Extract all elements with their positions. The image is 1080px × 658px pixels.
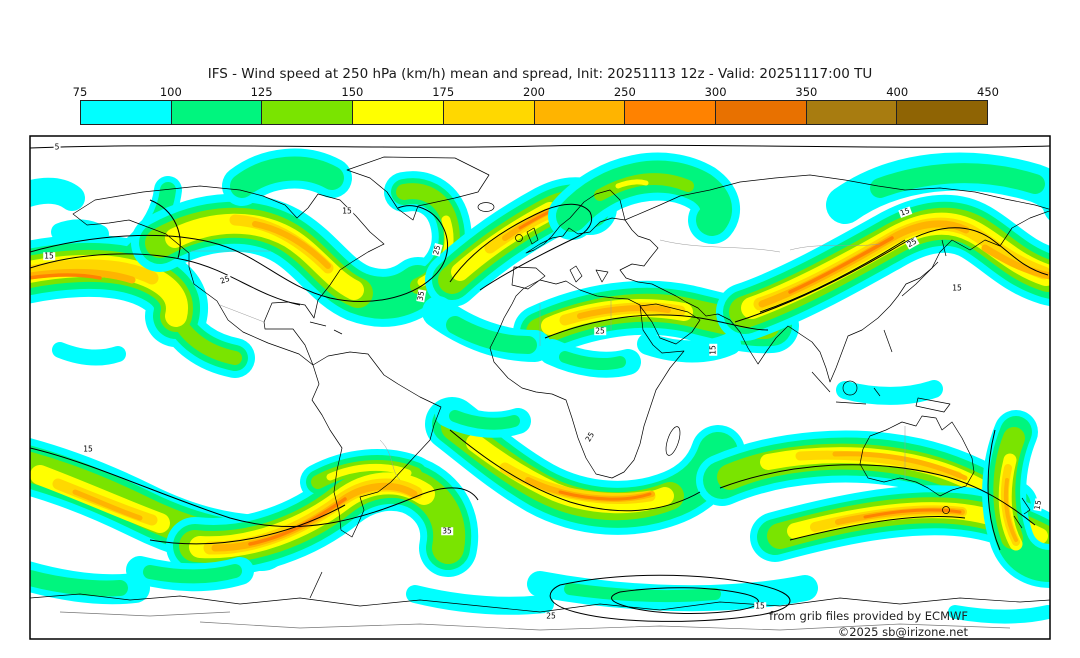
colorbar-segment-75-100 [81,101,172,124]
colorbar-segment-350-400 [806,101,898,124]
colorbar-tick: 150 [341,85,364,99]
contour-label: 25 [545,611,557,621]
colorbar-ticks: 75 100 125 150 175 200 250 300 350 400 450 [73,85,999,100]
colorbar-tick: 200 [523,85,545,99]
colorbar-tick: 450 [977,85,999,99]
colorbar-segment-150-175 [353,101,444,124]
attribution-source: from grib files provided by ECMWF [769,609,968,623]
colorbar-segment-175-200 [443,101,535,124]
wind-speed-fill-layer [30,148,1050,624]
contour-label: 15 [951,283,963,293]
map-border [29,135,1051,640]
country-borders [191,239,906,481]
contour-label: 15 [754,601,766,611]
attribution-copyright: ©2025 sb@irizone.net [837,625,968,639]
colorbar-tick: 100 [159,85,182,99]
colorbar-segment-400-450 [897,101,988,124]
colorbar-tick: 350 [795,85,818,99]
colorbar-tick: 75 [72,85,88,99]
colorbar-segment-125-150 [262,101,354,124]
contour-label: 35 [441,526,453,536]
colorbar-bar [80,100,988,125]
colorbar-tick: 125 [250,85,273,99]
colorbar-segment-250-300 [625,101,716,124]
contour-label: 15 [82,444,94,454]
contour-label: 15 [43,251,55,261]
colorbar-tick: 300 [704,85,727,99]
spread-contours [30,144,1050,622]
colorbar-segment-100-125 [171,101,263,124]
coastlines [30,156,1050,631]
colorbar-tick: 400 [886,85,909,99]
colorbar-tick: 175 [432,85,455,99]
contour-label: 15 [708,344,718,356]
contour-label: 15 [341,206,353,216]
contour-label: 15 [1032,498,1044,512]
contour-label: 5 [53,142,61,152]
colorbar-tick: 250 [613,85,636,99]
colorbar-legend: 75 100 125 150 175 200 250 300 350 400 450 [73,85,999,127]
contour-label: 25 [594,326,606,336]
page-title: IFS - Wind speed at 250 hPa (km/h) mean … [207,66,873,82]
colorbar-segment-300-350 [715,101,807,124]
colorbar-segment-200-250 [534,101,626,124]
contour-label: 35 [415,289,427,303]
